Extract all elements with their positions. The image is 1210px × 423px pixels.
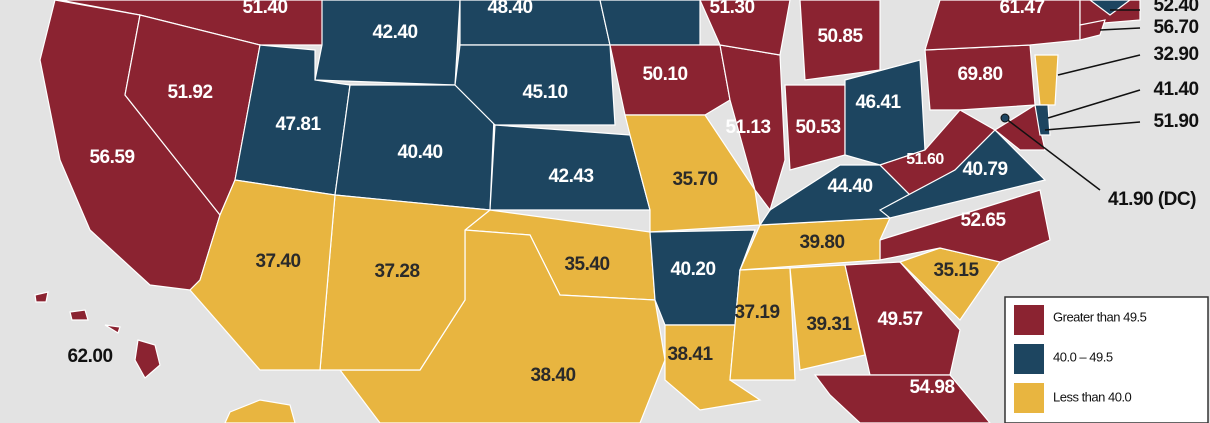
state-value: 50.10 [642,64,687,85]
state [224,399,296,423]
state [189,179,336,371]
state [1079,19,1106,41]
state [454,44,616,126]
state-value: 40.20 [670,259,715,280]
state [1034,104,1051,136]
state-value: 35.70 [672,169,717,190]
state-value: 51.40 [242,0,287,18]
state-value: 56.59 [89,147,134,168]
leader-line [1004,117,1101,191]
state-value: 48.40 [487,0,532,18]
state [844,261,961,376]
states [34,0,1141,423]
state-value: 40.79 [962,159,1007,180]
state-value: 69.80 [957,64,1002,85]
state-value: 52.65 [960,210,1006,231]
state-value: 38.40 [530,365,575,386]
state-value: 39.31 [806,314,852,335]
state-value: 51.60 [906,151,944,168]
state-value: 54.98 [909,377,954,398]
state-value: 47.81 [275,114,321,135]
state-value: 51.90 [1153,111,1198,132]
state-value: 51.92 [167,82,212,103]
state [69,309,89,321]
state-value: 45.10 [522,82,567,103]
state-value: 46.41 [855,92,901,113]
state-value: 42.43 [548,166,593,187]
state-value: 51.13 [725,117,770,138]
legend-label: 40.0 – 49.5 [1053,349,1113,364]
state-value: 37.28 [374,261,419,282]
state-value: 41.90 (DC) [1108,189,1196,210]
state [799,0,881,81]
labels: 51.40 42.40 48.40 51.30 61.47 52.40 56.7… [67,0,1199,398]
state [813,374,991,423]
state-value: 52.40 [1153,0,1198,16]
leader-line [1099,27,1141,31]
state-value: 39.80 [799,232,844,253]
state-value: 41.40 [1153,79,1198,100]
state [104,324,121,334]
leader-line [1047,89,1141,119]
leader-lines [1000,9,1141,191]
state [334,84,496,211]
legend-label: Greater than 49.5 [1053,309,1147,324]
state [729,267,796,381]
state-value: 50.53 [795,117,840,138]
state-value: 40.40 [397,142,442,163]
state [1034,54,1059,106]
state-value: 51.30 [709,0,754,18]
state-value: 50.85 [817,26,863,47]
state-value: 56.70 [1153,17,1198,38]
dc-dot [1000,113,1010,123]
state-value: 32.90 [1153,44,1198,65]
state-value: 42.40 [372,22,417,43]
state-value: 37.19 [734,302,779,323]
state [624,114,761,233]
state [599,0,701,46]
state-value: 35.40 [564,254,609,275]
state [34,291,49,303]
state [134,339,161,379]
legend-swatch [1014,344,1044,374]
legend-label: Less than 40.0 [1053,389,1132,404]
leader-line [1057,54,1141,76]
state [699,0,791,56]
legend: Greater than 49.5 40.0 – 49.5 Less than … [1004,296,1209,423]
state-value: 61.47 [999,0,1044,18]
state-value: 37.40 [255,251,300,272]
state-value: 44.40 [827,176,872,197]
state [924,0,1081,51]
state-value: 62.00 [67,346,112,367]
leader-line [1044,121,1141,131]
state [609,44,731,116]
state [314,0,461,86]
state [878,129,1047,219]
legend-swatch [1014,305,1044,335]
state-value: 35.15 [933,260,979,281]
legend-swatch [1014,383,1044,413]
state [459,0,611,46]
state-value: 49.57 [877,309,922,330]
state-value: 38.41 [667,344,713,365]
state [1089,0,1131,16]
